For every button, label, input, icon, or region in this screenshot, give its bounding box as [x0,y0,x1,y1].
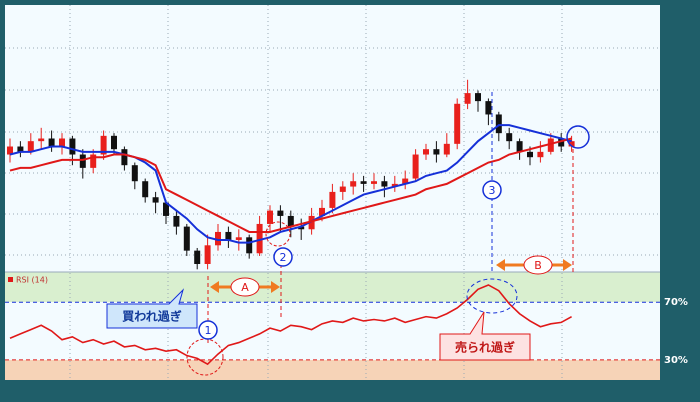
candle-body [121,149,128,166]
candle-body [59,138,65,147]
candle-body [412,154,419,179]
candle-body [100,135,107,155]
candle-body [225,231,232,240]
marker-badge [482,180,502,200]
moving-average [9,137,572,233]
candle-body [381,181,388,187]
candle-body [246,237,253,254]
candle-body [423,149,429,155]
candle-body [194,250,201,264]
candle-body [485,101,492,115]
highlight-circle [566,125,590,149]
marker-label: 3 [489,184,496,197]
highlight-circle [186,338,224,376]
candle-body [48,138,55,147]
candle-body [360,181,367,184]
candle-body [537,151,544,158]
candle-body [391,183,398,187]
candle-body [215,231,221,246]
marks [5,79,660,366]
candle-body [371,181,377,184]
candle-body [152,197,159,203]
oversold-text: 売られ過ぎ [455,340,515,355]
span-badge [230,277,260,297]
highlight-ellipse [466,278,518,314]
candle-body [527,151,533,158]
candle-body [17,146,24,152]
span-label: A [241,281,249,294]
marker-badge [273,247,293,267]
overbought-zone [5,272,660,302]
candle-body [173,215,180,227]
candle-body [183,226,190,251]
rsi-icon [8,277,13,282]
candle-body [443,143,450,155]
marker-badge [198,320,218,340]
candle-body [163,202,169,216]
candle-body [308,215,315,230]
candle-body [7,146,13,155]
candle-body [235,237,242,240]
candle-body [90,154,97,168]
annotations [106,92,590,376]
candle-body [298,226,305,230]
y-tick-label: 70% [664,297,688,308]
candle-body [433,149,440,155]
candle-body [204,245,211,264]
candle-body [547,138,554,152]
marker-label: 2 [280,251,287,264]
candle-body [506,133,513,142]
candle-body [69,138,76,155]
candle-body [287,215,294,227]
candle-body [256,223,263,254]
candle-body [568,141,575,147]
candle-body [558,138,565,147]
rsi-title: RSI (14) [16,276,48,285]
candle-body [111,135,117,150]
candle-body [319,207,325,216]
candle-body [79,154,86,168]
overbought-text: 買われ過ぎ [122,309,181,324]
candle-body [464,93,471,104]
candle-body [131,165,138,182]
oversold-callout [439,311,531,361]
candle-body [267,210,273,224]
candle-body [27,141,34,152]
highlight-circle [265,221,291,247]
marker-label: 1 [205,324,212,337]
span-label: B [534,259,542,272]
moving-average [9,124,572,244]
candle-body [516,141,523,152]
rsi-line [9,284,572,366]
overbought-callout [106,288,198,329]
y-tick-label: 30% [664,355,688,366]
oversold-zone [5,360,660,380]
candle-body [277,210,284,216]
candle-body [339,186,346,192]
candle-body [402,178,409,184]
span-badge [523,255,553,275]
candle-body [475,93,481,102]
candle-body [38,138,45,142]
candle-body [495,114,502,134]
candle-body [454,103,461,144]
candle-body [350,181,357,187]
candle-body [142,181,149,198]
candle-body [329,191,336,208]
